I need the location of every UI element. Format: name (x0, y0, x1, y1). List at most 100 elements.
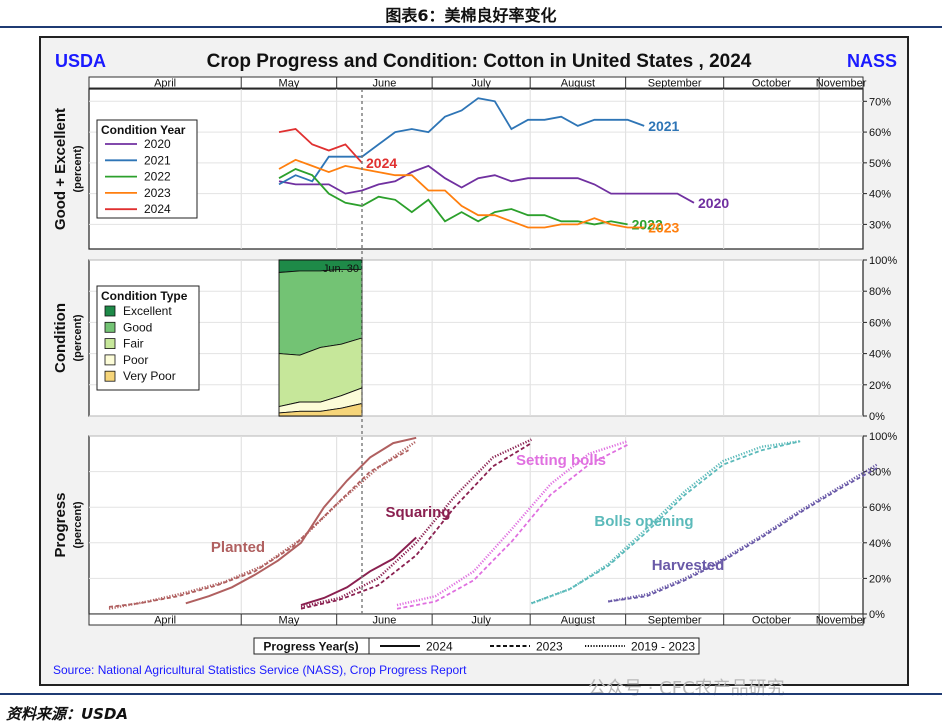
y-tick-label: 60% (869, 127, 891, 139)
progress-panel: 100% 80% 60% 40% 20% 0% Progress (percent) Plant… (52, 431, 897, 621)
nass-corner-label: NASS (847, 51, 897, 71)
legend-title: Condition Type (101, 289, 188, 303)
good-excellent-panel-ylabel: Good + Excellent (52, 108, 69, 230)
condition-panel-ylabel: Condition (52, 303, 69, 373)
legend-title: Progress Year(s) (263, 640, 358, 654)
y-tick-label: 0% (869, 609, 885, 621)
y-tick-label: 50% (869, 158, 891, 170)
series-line-2021 (278, 97, 645, 186)
legend-label-2022: 2022 (144, 170, 171, 184)
bottom-rule (0, 693, 942, 695)
chart-frame: USDA Crop Progress and Condition: Cotton… (39, 36, 909, 686)
planted-2024-line (185, 436, 417, 605)
month-label: June (372, 615, 396, 627)
month-label: September (648, 615, 702, 627)
bottom-month-strip-bg (88, 613, 864, 626)
top-month-strip-bg (88, 76, 864, 89)
crop-progress-chart: USDA Crop Progress and Condition: Cotton… (52, 51, 897, 677)
y-tick-label: 0% (869, 411, 885, 423)
legend-label-fair: Fair (123, 337, 144, 351)
legend-title: Condition Year (101, 123, 186, 137)
month-label: August (561, 78, 595, 90)
month-label: May (279, 615, 300, 627)
legend-label-good: Good (123, 320, 152, 334)
y-tick-label: 20% (869, 573, 891, 585)
good-excellent-panel-plot-area (88, 88, 864, 250)
month-label: November (816, 615, 867, 627)
watermark: 公众号 · CFC农产品研究 (588, 678, 785, 699)
month-label: July (471, 615, 491, 627)
series-end-label-2021: 2021 (648, 118, 679, 134)
squaring-2023-line (300, 442, 532, 610)
series-end-label-2023: 2023 (648, 219, 679, 235)
y-tick-label: 70% (869, 96, 891, 108)
legend-label-2023: 2023 (144, 186, 171, 200)
series-end-label-2020: 2020 (698, 195, 729, 211)
planted-label: Planted (211, 539, 265, 556)
series-end-label-2024: 2024 (366, 155, 397, 171)
month-label: April (154, 615, 176, 627)
progress-panel-ysub: (percent) (72, 501, 84, 548)
chart-header: USDA Crop Progress and Condition: Cotton… (55, 51, 897, 72)
y-tick-label: 20% (869, 380, 891, 392)
bolls-opening-label: Bolls opening (594, 513, 693, 530)
squaring-avg-line (300, 438, 532, 609)
y-tick-label: 80% (869, 467, 891, 479)
condition-panel-plot-area (88, 259, 864, 417)
top-month-strip: April May June July August September October No… (88, 76, 867, 90)
top-rule (0, 26, 942, 28)
y-tick-label: 40% (869, 189, 891, 201)
legend-label-2021: 2021 (144, 153, 171, 167)
legend-title-cell (253, 637, 370, 655)
y-tick-label: 80% (869, 286, 891, 298)
planted-2023-line (108, 449, 409, 608)
month-label: June (372, 78, 396, 90)
current-week-label: Jun. 30 (323, 263, 359, 275)
legend-swatch-poor (104, 354, 116, 366)
usda-corner-label: USDA (55, 51, 106, 71)
source-footer: 资料来源：USDA (6, 705, 129, 723)
legend-label-2020: 2020 (144, 137, 171, 151)
legend-label-very-poor: Very Poor (123, 369, 176, 383)
legend-label-poor: Poor (123, 353, 148, 367)
y-tick-label: 30% (869, 219, 891, 231)
month-label: August (561, 615, 595, 627)
month-label: November (816, 78, 867, 90)
legend-label-2024: 2024 (144, 202, 171, 216)
series-line-2022 (278, 168, 628, 226)
month-label: October (752, 78, 791, 90)
progress-year-legend: Progress Year(s) 2024 2023 2019 - 2023 (253, 637, 700, 655)
bottom-month-strip: April May June July August September October No… (88, 613, 867, 627)
month-label: April (154, 78, 176, 90)
series-line-2020 (278, 164, 695, 204)
setting-bolls-avg-line (396, 440, 628, 607)
y-tick-label: 100% (869, 255, 897, 267)
month-label: September (648, 78, 702, 90)
y-tick-label: 40% (869, 538, 891, 550)
setting-bolls-label: Setting bolls (516, 452, 606, 469)
y-tick-label: 40% (869, 349, 891, 361)
legend-label-2019-2023: 2019 - 2023 (631, 640, 695, 654)
squaring-2024-line (300, 536, 417, 607)
source-note: Source: National Agricultural Statistics… (53, 663, 467, 677)
series-line-2023 (278, 158, 645, 229)
chart-title: Crop Progress and Condition: Cotton in U… (207, 51, 752, 72)
harvested-label: Harvested (652, 557, 725, 574)
legend-box (96, 119, 198, 219)
legend-label-excellent: Excellent (123, 304, 172, 318)
bolls-opening-2023-line (531, 440, 801, 605)
legend-swatch-good (104, 321, 116, 333)
setting-bolls-2023-line (396, 444, 628, 610)
condition-panel: 100% 80% 60% 40% 20% 0% Condition (percent) Jun.… (52, 255, 897, 423)
harvested-avg-line (607, 463, 878, 603)
legend-label-2023: 2023 (536, 640, 563, 654)
progress-panel-ylabel: Progress (52, 492, 69, 557)
legend-label-2024: 2024 (426, 640, 453, 654)
y-tick-label: 60% (869, 317, 891, 329)
month-label: October (752, 615, 791, 627)
legend-swatch-fair (104, 338, 116, 350)
legend-swatch-excellent (104, 305, 116, 317)
harvested-2023-line (608, 467, 878, 603)
